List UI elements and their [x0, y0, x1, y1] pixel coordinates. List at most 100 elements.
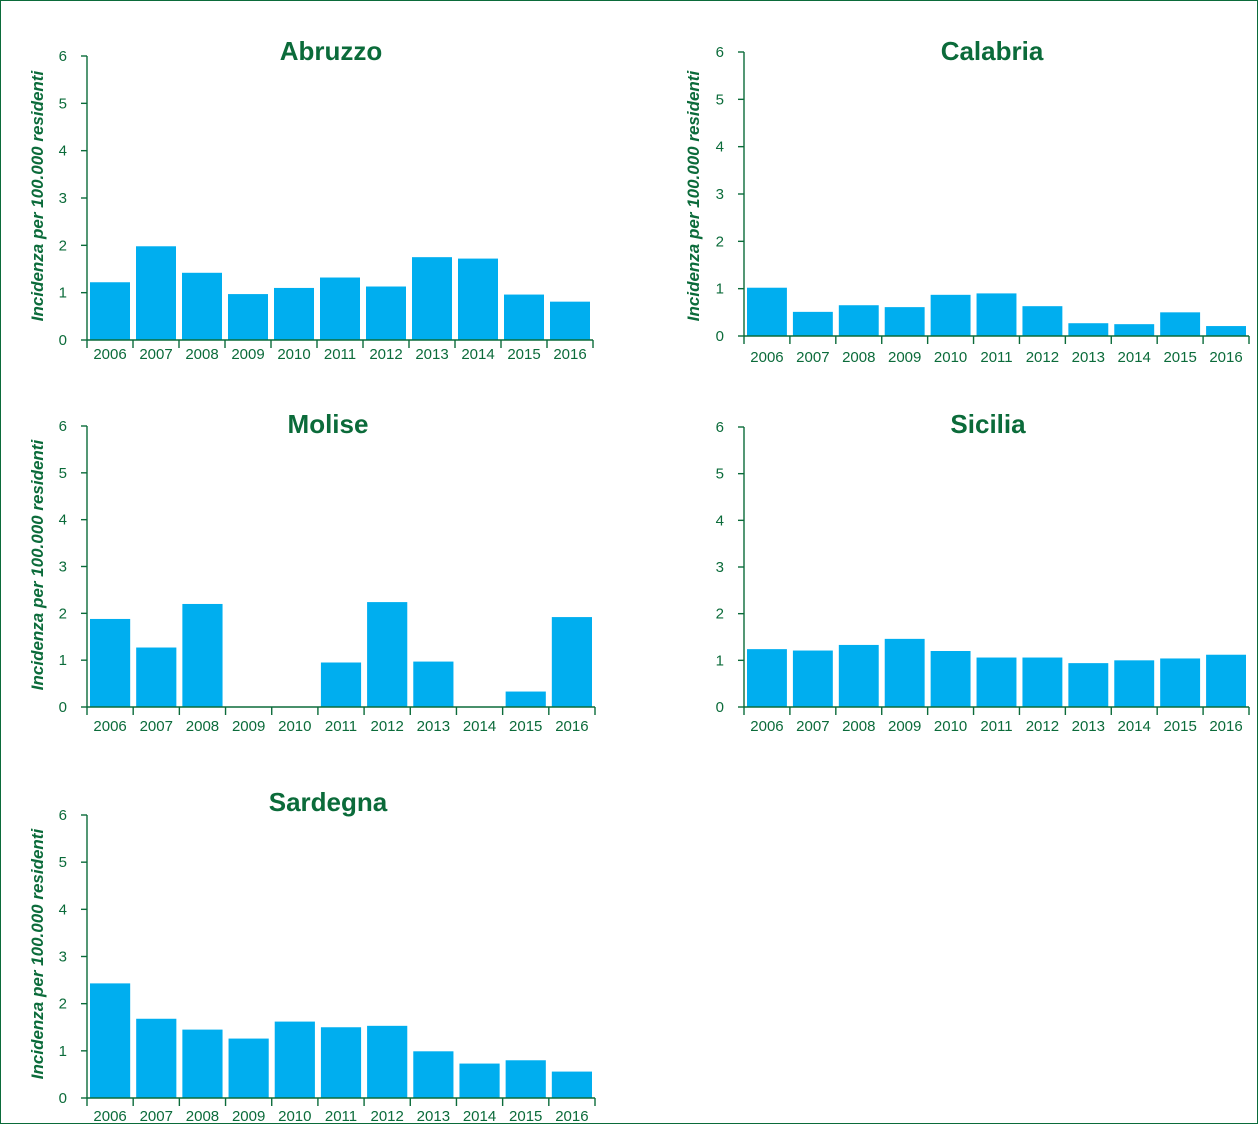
bar-2015 — [504, 294, 544, 340]
x-tick-label: 2016 — [1209, 349, 1242, 366]
bar-2011 — [320, 1027, 362, 1098]
x-tick-label: 2009 — [232, 718, 265, 735]
x-tick-label: 2008 — [842, 718, 875, 735]
y-axis-label: Incidenza per 100.000 residenti — [684, 70, 703, 322]
x-tick-label: 2007 — [140, 1108, 173, 1124]
y-tick-label: 0 — [716, 328, 724, 345]
y-tick-label: 1 — [59, 285, 67, 302]
x-tick-label: 2007 — [796, 718, 829, 735]
x-tick-label: 2013 — [417, 718, 450, 735]
bar-2006 — [90, 282, 130, 340]
chart-title: Abruzzo — [280, 36, 383, 66]
chart-svg: Molise Incidenza per 100.000 residenti 0 1 2… — [28, 409, 596, 735]
x-tick-label: 2011 — [324, 346, 356, 363]
x-tick-label: 2009 — [888, 718, 921, 735]
y-tick-label: 0 — [59, 332, 67, 349]
x-tick-label: 2015 — [507, 346, 540, 363]
bar-2011 — [976, 293, 1017, 336]
y-tick-label: 4 — [59, 901, 67, 918]
x-tick-label: 2007 — [796, 349, 829, 366]
bar-2010 — [274, 287, 314, 340]
y-tick-label: 0 — [59, 699, 67, 716]
y-tick-label: 5 — [59, 854, 67, 871]
chart-title: Molise — [288, 409, 369, 439]
x-tick-label: 2006 — [93, 1108, 126, 1124]
bar-2011 — [976, 657, 1017, 707]
y-tick-label: 6 — [59, 418, 67, 435]
x-tick-label: 2007 — [139, 346, 172, 363]
y-tick-label: 0 — [59, 1090, 67, 1107]
x-tick-label: 2006 — [93, 718, 126, 735]
x-tick-label: 2006 — [750, 718, 783, 735]
chart-abruzzo: Abruzzo Incidenza per 100.000 residenti 0 1… — [1, 1, 601, 369]
y-tick-label: 2 — [59, 237, 67, 254]
bar-2010 — [930, 294, 971, 336]
bar-2011 — [320, 662, 362, 707]
bar-2016 — [1206, 326, 1246, 336]
x-tick-label: 2012 — [370, 1108, 403, 1124]
x-tick-label: 2014 — [461, 346, 494, 363]
x-tick-label: 2014 — [463, 718, 496, 735]
y-tick-label: 5 — [716, 466, 724, 483]
x-tick-label: 2010 — [278, 718, 311, 735]
x-tick-label: 2011 — [325, 718, 357, 735]
x-tick-label: 2015 — [1163, 718, 1196, 735]
chart-sicilia: Sicilia 0 1 2 3 4 5 6 2006 2007 2008 2009 2010 2011 20… — [651, 369, 1251, 761]
x-tick-label: 2011 — [325, 1108, 357, 1124]
y-tick-label: 5 — [59, 465, 67, 482]
bar-2007 — [136, 647, 177, 707]
bar-2006 — [90, 983, 131, 1098]
chart-svg: Calabria Incidenza per 100.000 residenti 0… — [684, 36, 1250, 366]
x-tick-label: 2011 — [980, 349, 1012, 366]
bar-2012 — [1022, 306, 1063, 336]
y-axis-label: Incidenza per 100.000 residenti — [28, 70, 47, 322]
x-tick-label: 2015 — [1163, 349, 1196, 366]
x-tick-label: 2009 — [232, 1108, 265, 1124]
x-tick-label: 2013 — [415, 346, 448, 363]
chart-title: Sicilia — [950, 409, 1026, 439]
bar-2013 — [1068, 663, 1109, 707]
x-tick-label: 2008 — [842, 349, 875, 366]
chart-calabria: Calabria Incidenza per 100.000 residenti 0… — [651, 1, 1251, 369]
x-tick-label: 2013 — [1072, 718, 1105, 735]
x-tick-label: 2011 — [980, 718, 1012, 735]
x-tick-label: 2012 — [1026, 349, 1059, 366]
bar-2009 — [884, 307, 925, 336]
x-tick-label: 2010 — [278, 1108, 311, 1124]
bar-2015 — [1160, 658, 1201, 707]
chart-svg: Sicilia 0 1 2 3 4 5 6 2006 2007 2008 2009 2010 2011 20… — [716, 409, 1250, 735]
bar-2015 — [1160, 312, 1201, 336]
x-tick-label: 2013 — [1072, 349, 1105, 366]
x-tick-label: 2006 — [750, 349, 783, 366]
bar-2007 — [136, 246, 176, 340]
y-tick-label: 6 — [59, 807, 67, 824]
bar-2011 — [320, 277, 360, 340]
y-tick-label: 1 — [59, 652, 67, 669]
chart-sardegna: Sardegna Incidenza per 100.000 residenti 0… — [1, 761, 601, 1124]
bar-2016 — [551, 617, 592, 707]
y-tick-label: 3 — [59, 559, 67, 576]
bar-2010 — [930, 651, 971, 707]
chart-svg: Sardegna Incidenza per 100.000 residenti 0… — [28, 787, 596, 1124]
y-tick-label: 2 — [59, 996, 67, 1013]
x-tick-label: 2010 — [277, 346, 310, 363]
bar-2006 — [90, 618, 131, 707]
y-tick-label: 1 — [716, 652, 724, 669]
bar-2012 — [367, 602, 408, 707]
bar-2009 — [228, 1038, 269, 1098]
chart-title: Calabria — [941, 36, 1044, 66]
bar-2008 — [182, 272, 222, 340]
bar-2013 — [413, 1051, 454, 1098]
y-tick-label: 2 — [59, 605, 67, 622]
x-tick-label: 2014 — [1118, 718, 1151, 735]
bar-2012 — [1022, 657, 1063, 707]
bar-2009 — [228, 294, 268, 340]
bar-2014 — [1114, 660, 1155, 707]
bar-2006 — [747, 287, 787, 336]
bar-2006 — [747, 649, 787, 707]
bar-2012 — [367, 1025, 408, 1098]
y-tick-label: 1 — [59, 1043, 67, 1060]
x-tick-label: 2016 — [553, 346, 586, 363]
bar-2014 — [459, 1063, 500, 1098]
bar-2014 — [458, 258, 498, 340]
